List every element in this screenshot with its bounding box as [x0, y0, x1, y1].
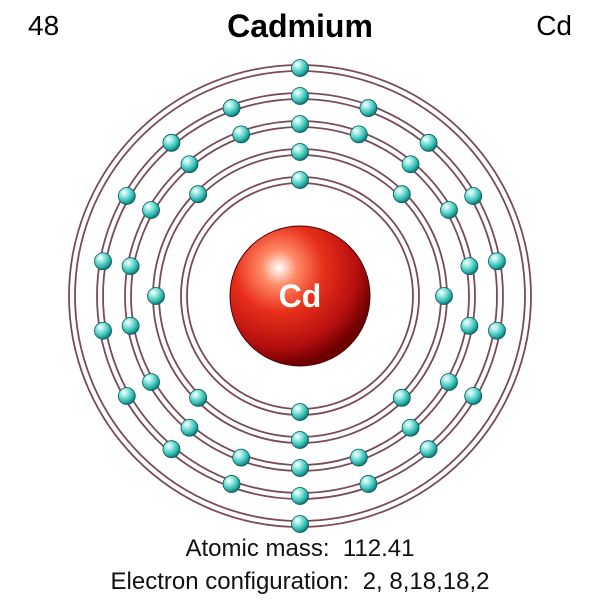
electron: [163, 441, 180, 458]
atomic-mass-row: Atomic mass: 112.41: [0, 533, 600, 565]
electron: [292, 460, 309, 477]
electron: [292, 172, 309, 189]
electron: [360, 475, 377, 492]
electron: [350, 126, 367, 143]
electron: [233, 126, 250, 143]
nucleus: Cd: [230, 226, 370, 366]
electron: [292, 116, 309, 133]
electron: [465, 388, 482, 405]
electron: [233, 449, 250, 466]
element-name: Cadmium: [0, 8, 600, 45]
electron: [190, 186, 207, 203]
electron: [465, 188, 482, 205]
electron: [292, 488, 309, 505]
electron: [402, 419, 419, 436]
electron: [420, 134, 437, 151]
atom-diagram: Cd: [0, 46, 600, 546]
electron: [440, 374, 457, 391]
atom-svg: Cd: [0, 46, 600, 546]
electron: [95, 322, 112, 339]
electron: [436, 288, 453, 305]
electron: [350, 449, 367, 466]
footer: Atomic mass: 112.41 Electron configurati…: [0, 533, 600, 598]
electron: [292, 60, 309, 77]
electron-config-label: Electron configuration:: [111, 568, 350, 595]
electron: [292, 144, 309, 161]
electron: [190, 389, 207, 406]
electron: [461, 258, 478, 275]
electron: [223, 475, 240, 492]
element-symbol-header: Cd: [536, 10, 572, 42]
electron: [292, 432, 309, 449]
electron: [143, 202, 160, 219]
electron: [148, 288, 165, 305]
electron: [223, 100, 240, 117]
electron: [292, 404, 309, 421]
electron: [95, 253, 112, 270]
electron: [181, 156, 198, 173]
electron: [440, 202, 457, 219]
header: 48 Cadmium Cd: [0, 10, 600, 50]
electron: [461, 317, 478, 334]
electron: [122, 258, 139, 275]
nucleus-label: Cd: [279, 278, 322, 314]
electron: [488, 253, 505, 270]
atomic-mass-value: 112.41: [343, 535, 415, 562]
electron: [292, 516, 309, 533]
electron: [118, 188, 135, 205]
electron: [181, 419, 198, 436]
electron-config-value: 2, 8,18,18,2: [363, 568, 490, 595]
electron: [420, 441, 437, 458]
electron-config-row: Electron configuration: 2, 8,18,18,2: [0, 566, 600, 598]
electron: [393, 389, 410, 406]
atomic-mass-label: Atomic mass:: [186, 535, 330, 562]
electron: [402, 156, 419, 173]
electron: [163, 134, 180, 151]
electron: [360, 100, 377, 117]
electron: [118, 388, 135, 405]
electron: [122, 317, 139, 334]
electron: [393, 186, 410, 203]
electron: [488, 322, 505, 339]
electron: [143, 374, 160, 391]
electron: [292, 88, 309, 105]
